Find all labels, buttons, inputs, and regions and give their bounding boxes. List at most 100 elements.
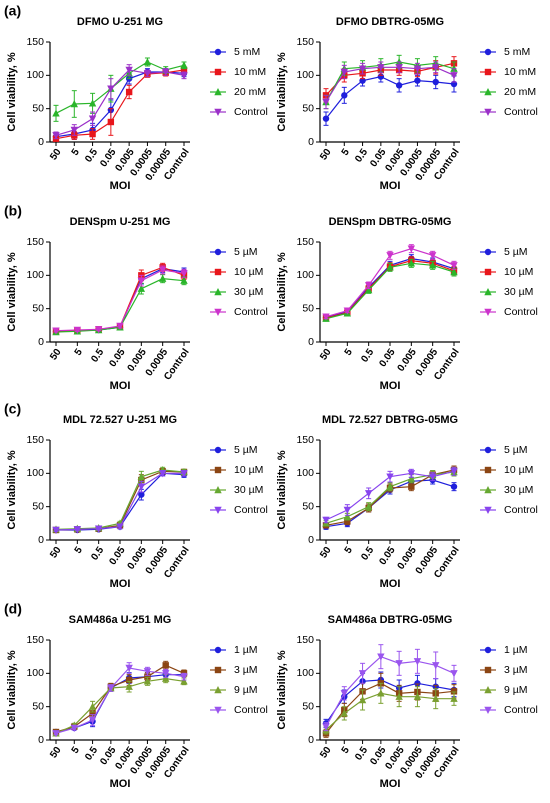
marker bbox=[52, 526, 60, 534]
marker bbox=[162, 662, 169, 669]
marker bbox=[428, 252, 437, 260]
legend-marker bbox=[214, 308, 222, 316]
legend-label: 5 µM bbox=[504, 246, 528, 258]
marker bbox=[358, 696, 367, 704]
marker bbox=[125, 88, 133, 96]
x-tick-label: 50 bbox=[48, 147, 64, 163]
y-tick-label: 50 bbox=[32, 102, 44, 114]
legend-label: 30 µM bbox=[504, 484, 533, 496]
marker bbox=[377, 689, 385, 697]
y-tick-label: 50 bbox=[302, 302, 314, 314]
marker bbox=[158, 274, 167, 282]
marker bbox=[432, 64, 440, 72]
y-tick-label: 50 bbox=[302, 102, 314, 114]
x-tick-label: 50 bbox=[48, 347, 64, 363]
x-tick-label: 0.5 bbox=[89, 545, 106, 563]
marker bbox=[107, 118, 115, 126]
y-tick-label: 0 bbox=[38, 734, 44, 746]
chart-title: DFMO U-251 MG bbox=[77, 16, 163, 28]
x-axis-label: MOI bbox=[110, 578, 131, 590]
marker bbox=[70, 724, 78, 732]
y-tick-label: 150 bbox=[26, 36, 44, 48]
marker bbox=[88, 99, 97, 107]
y-tick-label: 100 bbox=[296, 69, 314, 81]
marker bbox=[89, 130, 96, 138]
marker bbox=[450, 483, 458, 490]
marker bbox=[70, 126, 78, 134]
marker bbox=[408, 483, 415, 490]
y-tick-label: 50 bbox=[32, 500, 44, 512]
legend-label: Control bbox=[234, 504, 268, 516]
marker bbox=[395, 692, 403, 700]
x-axis-label: MOI bbox=[380, 578, 401, 590]
marker bbox=[386, 473, 394, 481]
marker bbox=[125, 664, 133, 672]
series-line bbox=[325, 61, 455, 103]
legend-marker bbox=[484, 466, 492, 474]
x-tick-label: 0.5 bbox=[359, 545, 376, 563]
marker bbox=[395, 82, 403, 89]
legend-marker bbox=[484, 248, 492, 256]
x-axis-label: MOI bbox=[380, 778, 401, 790]
y-axis-label: Cell viability, % bbox=[6, 52, 18, 131]
legend-label: 5 mM bbox=[504, 46, 530, 58]
y-tick-label: 0 bbox=[38, 136, 44, 148]
legend-marker bbox=[214, 666, 222, 674]
legend-marker bbox=[484, 686, 492, 694]
panel-label: (a) bbox=[4, 3, 21, 19]
series-line bbox=[55, 667, 185, 734]
x-tick-label: 0.05 bbox=[377, 347, 397, 370]
legend-label: 1 µM bbox=[504, 644, 528, 656]
marker bbox=[94, 326, 103, 334]
marker bbox=[428, 473, 437, 481]
x-axis-label: MOI bbox=[110, 778, 131, 790]
marker bbox=[52, 730, 60, 738]
marker bbox=[180, 72, 188, 80]
y-tick-label: 0 bbox=[38, 534, 44, 546]
marker bbox=[432, 662, 440, 670]
x-tick-label: 5 bbox=[340, 745, 352, 756]
x-tick-label: 0.5 bbox=[89, 347, 106, 365]
marker bbox=[137, 483, 146, 491]
marker bbox=[341, 92, 348, 99]
legend-label: Control bbox=[234, 704, 268, 716]
panel-label: (b) bbox=[4, 203, 22, 219]
marker bbox=[386, 252, 394, 260]
marker bbox=[88, 716, 97, 724]
legend-marker bbox=[214, 288, 222, 296]
chart-title: MDL 72.527 U-251 MG bbox=[63, 414, 177, 426]
legend-marker bbox=[214, 686, 222, 694]
marker bbox=[377, 64, 385, 72]
series-line bbox=[55, 266, 185, 332]
marker bbox=[144, 673, 151, 680]
marker bbox=[343, 307, 352, 315]
legend-label: 3 µM bbox=[234, 664, 258, 676]
legend-marker bbox=[214, 68, 222, 76]
x-tick-label: 5 bbox=[343, 347, 355, 358]
x-tick-label: 50 bbox=[318, 745, 334, 761]
legend-label: Control bbox=[234, 306, 268, 318]
legend-marker bbox=[484, 486, 492, 494]
chart-title: DENSpm DBTRG-05MG bbox=[329, 216, 452, 228]
y-axis-label: Cell viability, % bbox=[276, 450, 288, 529]
y-tick-label: 100 bbox=[26, 667, 44, 679]
marker bbox=[358, 65, 367, 73]
legend-label: Control bbox=[504, 306, 538, 318]
marker bbox=[395, 660, 403, 668]
legend-marker bbox=[484, 506, 492, 514]
y-axis-label: Cell viability, % bbox=[6, 252, 18, 331]
legend-marker bbox=[214, 646, 222, 654]
marker bbox=[180, 270, 188, 278]
marker bbox=[386, 263, 394, 271]
legend-label: Control bbox=[504, 106, 538, 118]
y-tick-label: 150 bbox=[296, 634, 314, 646]
marker bbox=[88, 702, 97, 710]
marker bbox=[340, 690, 348, 698]
x-tick-label: 5 bbox=[340, 147, 352, 158]
marker bbox=[73, 526, 82, 534]
marker bbox=[73, 326, 82, 334]
x-tick-label: 5 bbox=[73, 347, 85, 358]
legend-label: 10 µM bbox=[504, 464, 533, 476]
marker bbox=[138, 491, 145, 498]
x-tick-label: 0.05 bbox=[107, 545, 127, 568]
